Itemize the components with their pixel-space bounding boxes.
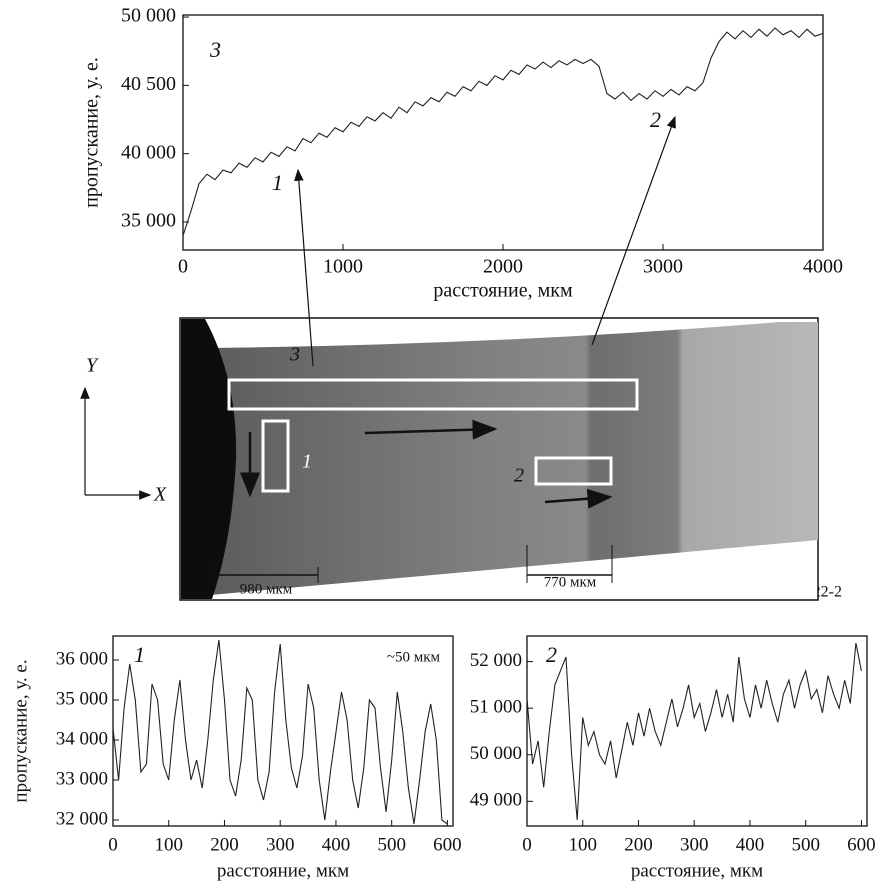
y-tick-label: 50 000 <box>121 5 176 27</box>
x-tick-label: 2000 <box>483 256 523 278</box>
x-tick-label: 500 <box>377 834 406 855</box>
region-label: 1 <box>302 451 312 473</box>
direction-arrow <box>364 419 498 440</box>
y-tick-label: 40 500 <box>121 73 176 95</box>
region-label: 2 <box>514 465 524 487</box>
region-box <box>534 456 613 486</box>
micrograph: 980 мкм 770 мкм 3 1 2 <box>179 317 819 601</box>
x-axis-title: расстояние, мкм <box>217 860 349 881</box>
direction-arrow <box>544 488 613 509</box>
x-tick-label: 0 <box>522 834 532 855</box>
y-tick-label: 50 000 <box>470 743 522 764</box>
x-tick-label: 400 <box>322 834 351 855</box>
region-box <box>227 378 639 411</box>
panel-label: 2 <box>546 642 557 667</box>
plot-frame <box>526 635 868 827</box>
x-tick-label: 400 <box>736 834 765 855</box>
coordinate-axes: Y X <box>80 355 167 506</box>
scale-label: 980 мкм <box>240 581 293 597</box>
x-tick-label: 3000 <box>643 256 683 278</box>
x-tick-label: 100 <box>568 834 597 855</box>
y-tick-label: 51 000 <box>470 697 522 718</box>
y-tick-label: 52 000 <box>470 650 522 671</box>
connector-arrow <box>294 168 314 367</box>
plot-frame <box>182 14 824 251</box>
y-axis-title: пропускание, у. е. <box>10 659 31 802</box>
axis-letter: Y <box>86 355 99 377</box>
data-line <box>112 639 448 825</box>
sample-band <box>205 322 818 595</box>
scale-label: 770 мкм <box>544 574 597 590</box>
x-tick-label: 500 <box>791 834 820 855</box>
x-tick-label: 4000 <box>803 256 843 278</box>
x-axis-title: расстояние, мкм <box>433 280 573 302</box>
data-line <box>526 642 862 820</box>
connector-arrow <box>591 115 676 346</box>
x-tick-label: 300 <box>680 834 709 855</box>
panel-label: 1 <box>134 642 145 667</box>
data-line <box>182 27 824 236</box>
x-tick-label: 0 <box>108 834 118 855</box>
x-tick-label: 1000 <box>323 256 363 278</box>
y-tick-label: 35 000 <box>56 688 108 709</box>
annotation: 2 <box>650 107 661 132</box>
y-tick-label: 33 000 <box>56 768 108 789</box>
annotation: 1 <box>272 170 283 195</box>
x-tick-label: 100 <box>154 834 183 855</box>
y-axis-title: пропускание, у. е. <box>81 57 103 208</box>
y-tick-label: 35 000 <box>121 210 176 232</box>
region-label: 3 <box>289 344 300 366</box>
axis-letter: X <box>153 484 167 506</box>
y-tick-label: 49 000 <box>470 790 522 811</box>
y-tick-label: 36 000 <box>56 648 108 669</box>
x-tick-label: 600 <box>433 834 462 855</box>
x-axis-title: расстояние, мкм <box>631 860 763 881</box>
x-tick-label: 600 <box>847 834 876 855</box>
annotation: ~50 мкм <box>387 649 441 665</box>
region-box <box>261 419 290 493</box>
y-tick-label: 40 000 <box>121 141 176 163</box>
x-tick-label: 0 <box>178 256 188 278</box>
y-tick-label: 32 000 <box>56 808 108 829</box>
x-tick-label: 200 <box>210 834 239 855</box>
panel-label: 3 <box>209 37 221 62</box>
y-tick-label: 34 000 <box>56 728 108 749</box>
x-tick-label: 200 <box>624 834 653 855</box>
dark-region <box>181 319 237 599</box>
x-tick-label: 300 <box>266 834 295 855</box>
